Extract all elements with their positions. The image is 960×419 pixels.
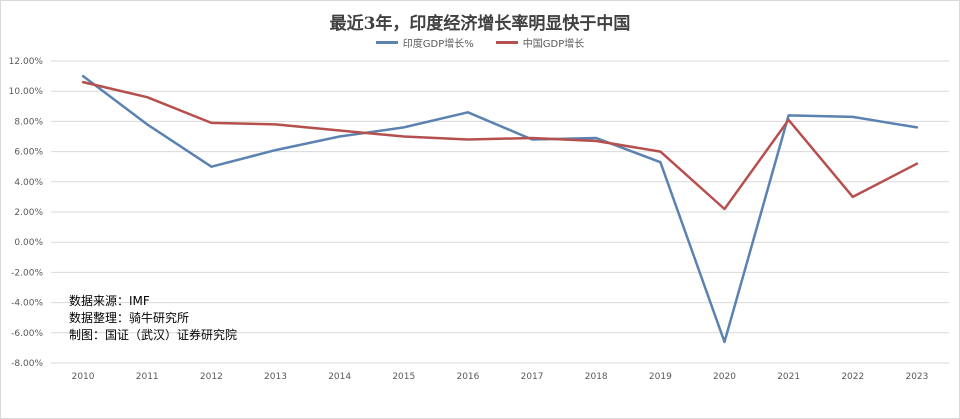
x-tick-label: 2010 [72,372,95,382]
note-source: 数据来源：IMF [69,294,150,308]
x-tick-label: 2014 [328,372,351,382]
y-tick-label: -8.00% [11,359,43,369]
series-line-china [81,80,919,211]
note-maker: 制图：国证（武汉）证券研究院 [69,328,238,342]
note-compiler: 数据整理：骑牛研究所 [69,311,190,325]
x-tick-label: 2011 [136,372,159,382]
y-tick-label: 2.00% [14,208,43,218]
legend-item-india: 印度GDP增长% [375,35,474,50]
y-tick-label: 6.00% [14,148,43,158]
y-tick-label: 12.00% [9,57,44,67]
series-line-india [81,74,919,344]
x-tick-label: 2019 [649,372,672,382]
x-tick-label: 2016 [456,372,479,382]
x-tick-label: 2013 [264,372,287,382]
y-tick-label: 10.00% [9,87,44,97]
source-notes: 数据来源：IMF 数据整理：骑牛研究所 制图：国证（武汉）证券研究院 [69,293,237,344]
legend-label-india: 印度GDP增长% [402,39,474,50]
x-tick-label: 2020 [713,372,736,382]
legend-swatch-china [495,41,518,44]
x-tick-label: 2017 [521,372,544,382]
x-tick-label: 2018 [585,372,608,382]
y-tick-label: -6.00% [11,329,43,339]
x-tick-label: 2012 [200,372,223,382]
y-tick-label: 4.00% [14,178,43,188]
x-tick-label: 2023 [905,372,928,382]
y-tick-label: -4.00% [11,299,43,309]
x-tick-label: 2022 [841,372,864,382]
legend-label-china: 中国GDP增长 [522,39,585,50]
y-tick-label: 0.00% [14,238,43,248]
x-tick-label: 2015 [392,372,415,382]
y-tick-label: 8.00% [14,117,43,127]
y-tick-label: -2.00% [11,268,43,278]
chart-title: 最近3年，印度经济增长率明显快于中国 [329,14,631,34]
legend-swatch-india [375,41,398,44]
x-tick-label: 2021 [777,372,800,382]
legend-item-china: 中国GDP增长 [495,35,585,50]
chart-legend: 印度GDP增长% 中国GDP增长 [1,35,959,50]
